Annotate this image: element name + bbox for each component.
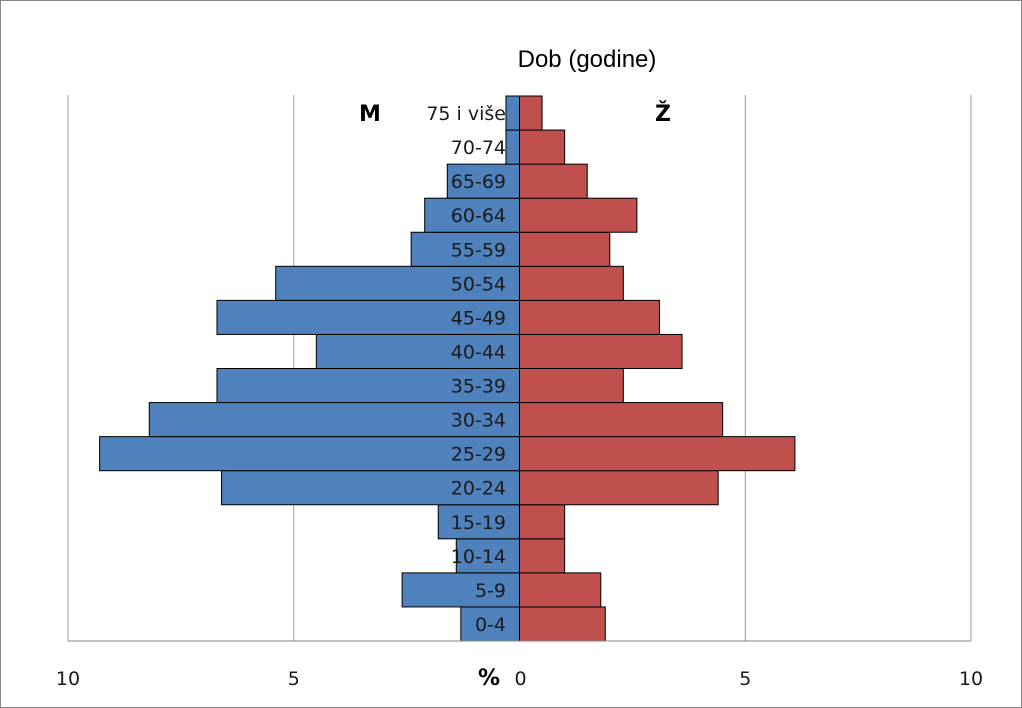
bar-female	[519, 572, 602, 608]
bar-female	[519, 470, 719, 506]
bar-male	[410, 231, 521, 267]
bar-male	[505, 129, 520, 165]
bar-female	[519, 368, 624, 404]
bar-female	[519, 265, 624, 301]
x-axis-label: %	[478, 666, 500, 691]
category-label: 60-64	[451, 205, 506, 227]
bar-female	[519, 299, 660, 335]
category-label: 70-74	[451, 137, 506, 159]
category-label: 20-24	[451, 478, 506, 500]
bar-female	[519, 606, 606, 642]
bar-female	[519, 197, 638, 233]
category-label: 10-14	[451, 546, 506, 568]
category-label: 5-9	[475, 580, 506, 602]
category-label: 40-44	[451, 341, 506, 363]
category-label: 75 i više	[426, 103, 506, 125]
x-tick-label: 5	[288, 668, 300, 690]
category-label: 50-54	[451, 273, 506, 295]
category-label: 15-19	[451, 512, 506, 534]
bar-male	[455, 538, 521, 574]
category-label: 65-69	[451, 171, 506, 193]
x-tick-label: 5	[739, 668, 751, 690]
right-label-female: Ž	[655, 101, 671, 127]
bar-female	[519, 402, 724, 438]
bar-female	[519, 504, 566, 540]
bar-female	[519, 333, 683, 369]
chart-title: Dob (godine)	[518, 46, 657, 73]
bar-male	[275, 265, 520, 301]
bar-female	[519, 436, 796, 472]
bar-male	[216, 299, 520, 335]
bar-female	[519, 129, 566, 165]
x-tick-label: 0	[515, 668, 527, 690]
category-labels: 0-4 5-9 10-14 15-19 20-24 25-29 30-34 35-39 40-4…	[426, 103, 506, 636]
bars	[99, 95, 796, 642]
category-label: 45-49	[451, 307, 506, 329]
category-label: 25-29	[451, 444, 506, 466]
x-tick-label: 10	[959, 668, 983, 690]
bar-male	[505, 95, 520, 131]
bar-female	[519, 538, 566, 574]
bar-male	[216, 368, 520, 404]
bar-female	[519, 231, 611, 267]
category-label: 55-59	[451, 239, 506, 261]
bar-female	[519, 163, 588, 199]
bar-male	[221, 470, 520, 506]
left-label-male: M	[359, 102, 381, 127]
bar-female	[519, 95, 543, 131]
x-tick-label: 10	[56, 668, 80, 690]
x-tick-labels: 10 5 0 5 10	[56, 668, 983, 690]
category-label: 35-39	[451, 376, 506, 398]
category-label: 0-4	[475, 614, 506, 636]
category-label: 30-34	[451, 410, 506, 432]
